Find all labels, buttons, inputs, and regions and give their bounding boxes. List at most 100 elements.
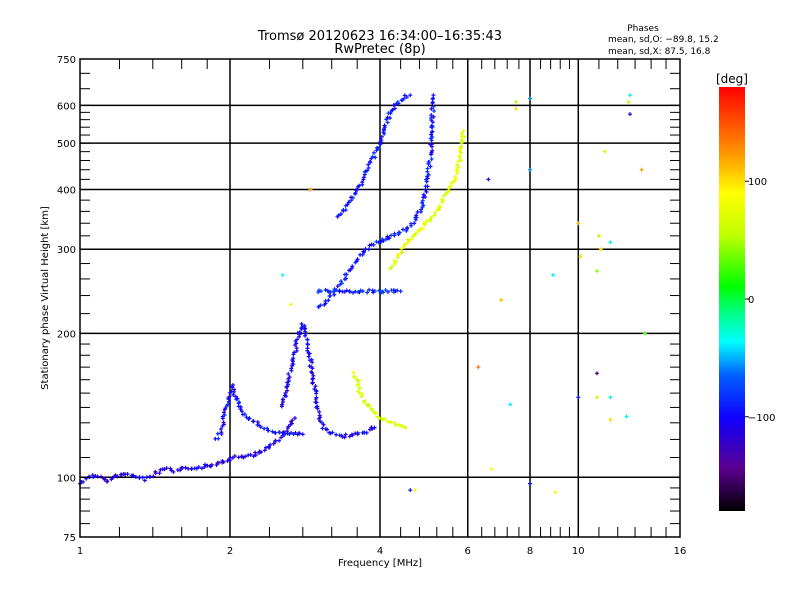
data-point: [602, 149, 607, 154]
data-point: [292, 350, 297, 355]
data-point: [405, 241, 410, 246]
data-point: [105, 479, 110, 484]
data-point: [265, 426, 270, 431]
y-axis: 75 100 200 300 400 500 600 750: [57, 55, 680, 544]
data-point: [259, 450, 264, 455]
data-point: [428, 142, 433, 147]
data-point: [418, 227, 423, 232]
data-point: [365, 168, 370, 173]
data-point: [221, 410, 226, 415]
data-point: [349, 432, 354, 437]
data-point: [310, 366, 315, 371]
data-point: [351, 370, 356, 375]
data-point: [594, 371, 599, 376]
data-point: [323, 287, 328, 292]
data-point: [133, 474, 138, 479]
data-point: [430, 148, 435, 153]
x-tick-label: 16: [674, 546, 687, 557]
data-point: [360, 392, 365, 397]
data-point: [553, 490, 558, 495]
data-point: [528, 481, 532, 486]
colorbar-ticks: 100 0 −100: [745, 177, 775, 424]
data-point: [183, 465, 188, 470]
data-point: [131, 473, 136, 478]
data-point: [385, 419, 390, 424]
data-point: [281, 397, 286, 402]
data-point: [299, 321, 304, 326]
data-point: [639, 167, 644, 172]
data-point: [222, 413, 227, 418]
data-point: [389, 264, 394, 269]
data-point: [446, 188, 451, 193]
data-point: [339, 279, 344, 284]
data-point: [424, 189, 429, 194]
data-point: [339, 281, 344, 286]
data-point: [440, 198, 445, 203]
data-point: [232, 454, 237, 459]
data-point: [409, 237, 414, 242]
data-point: [401, 96, 406, 101]
data-point: [642, 331, 647, 336]
data-point: [273, 430, 278, 435]
data-point: [390, 107, 395, 112]
data-point: [430, 129, 435, 134]
data-point: [282, 432, 287, 437]
data-point: [247, 416, 252, 421]
x-tick-label: 2: [227, 546, 233, 557]
data-point: [355, 383, 360, 388]
data-point: [608, 240, 613, 245]
data-point: [596, 233, 601, 238]
stats-line-x: mean, sd,X: 87.5, 16.8: [608, 47, 711, 57]
data-point: [359, 394, 364, 399]
data-point: [215, 431, 220, 436]
data-point: [404, 95, 409, 100]
data-point: [318, 303, 323, 308]
y-tick-label: 100: [57, 473, 76, 484]
data-point: [551, 272, 556, 277]
data-point: [297, 431, 302, 436]
y-tick-label: 400: [57, 185, 76, 196]
data-point: [303, 331, 308, 336]
data-point: [459, 137, 464, 142]
data-point: [476, 365, 481, 370]
data-point: [291, 356, 296, 361]
data-point: [305, 337, 310, 342]
data-point: [370, 407, 375, 412]
data-point: [343, 207, 348, 212]
data-point: [331, 289, 336, 294]
colorbar-tick-label: 100: [748, 177, 767, 188]
data-point: [514, 106, 519, 111]
data-point: [350, 195, 355, 200]
data-point: [385, 120, 390, 125]
data-point: [429, 106, 434, 111]
data-point: [330, 430, 335, 435]
data-point: [227, 394, 232, 399]
data-point: [262, 448, 267, 453]
data-point: [428, 217, 433, 222]
data-point: [431, 93, 436, 98]
data-point: [253, 453, 258, 458]
data-point: [244, 415, 249, 420]
data-point: [358, 288, 363, 293]
data-point: [373, 155, 378, 160]
data-point: [382, 417, 387, 422]
data-point: [413, 215, 418, 220]
data-point: [303, 333, 308, 338]
x-axis-label: Frequency [MHz]: [338, 558, 422, 569]
colorbar-gradient: [719, 87, 745, 511]
data-point: [360, 180, 365, 185]
data-point: [151, 474, 156, 479]
data-point: [396, 422, 401, 427]
data-point: [375, 145, 380, 150]
data-point: [280, 272, 285, 277]
data-point: [137, 475, 142, 480]
data-point: [367, 403, 372, 408]
data-point: [223, 406, 228, 411]
data-point: [514, 99, 519, 104]
data-point: [332, 292, 337, 297]
data-point: [578, 254, 583, 259]
x-tick-label: 1: [77, 546, 83, 557]
data-point: [297, 334, 302, 339]
data-point: [361, 249, 366, 254]
data-point: [412, 221, 417, 226]
